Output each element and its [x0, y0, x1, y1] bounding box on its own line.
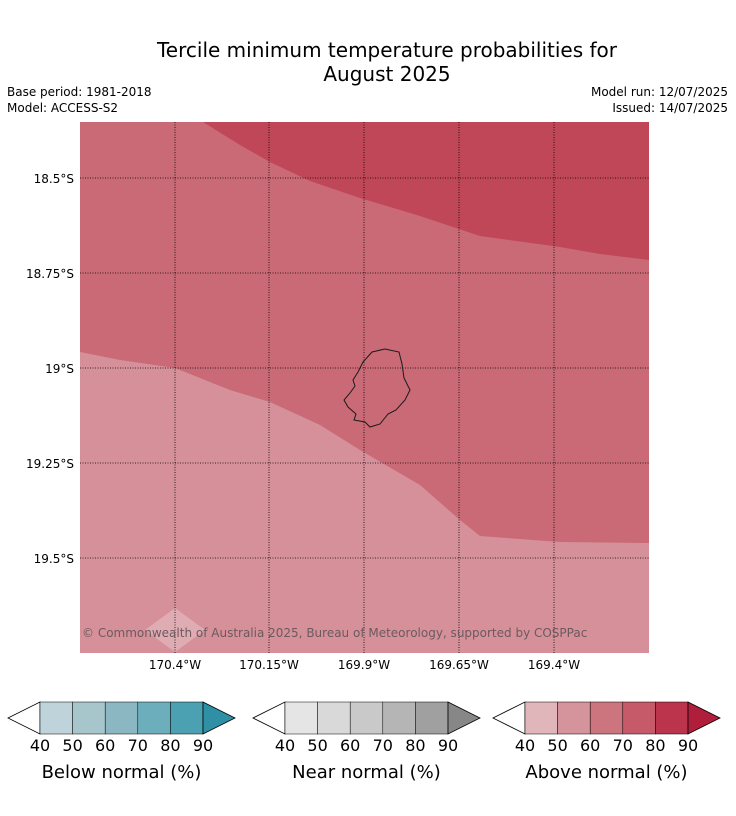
title-line-1: Tercile minimum temperature probabilitie…	[156, 38, 618, 62]
colorbar-near-extend-high	[447, 701, 481, 735]
map-gridlines	[80, 122, 649, 653]
colorbar-below-extend-low	[7, 701, 41, 735]
colorbar-below-tick: 40	[29, 736, 51, 755]
colorbar-below-label: Below normal (%)	[41, 762, 202, 783]
colorbar-above-segment	[524, 701, 558, 735]
colorbar-below-segment	[39, 701, 73, 735]
colorbar-below-tick: 50	[62, 736, 83, 755]
colorbars	[7, 701, 721, 735]
lon-label-169-65: 169.65°W	[429, 658, 489, 672]
colorbar-near-segment	[284, 701, 318, 735]
lon-label-169-9: 169.9°W	[337, 658, 391, 672]
meta-right: Model run: 12/07/2025 Issued: 14/07/2025	[591, 84, 728, 116]
colorbar-above-tick: 70	[612, 736, 633, 755]
issued-text: Issued: 14/07/2025	[612, 101, 728, 115]
lon-label-169-4: 169.4°W	[527, 658, 581, 672]
map-title: Tercile minimum temperature probabilitie…	[0, 38, 736, 86]
colorbar-near-segment	[415, 701, 449, 735]
colorbar-above-tick: 90	[677, 736, 699, 755]
colorbar-below-tick: 60	[95, 736, 116, 755]
colorbar-near-tick: 70	[372, 736, 393, 755]
colorbar-near-label: Near normal (%)	[292, 762, 441, 783]
lon-label-170-4: 170.4°W	[148, 658, 202, 672]
colorbar-below-tick: 90	[192, 736, 214, 755]
lat-label-19-25: 19.25°S	[26, 457, 74, 471]
colorbar-near-segment	[349, 701, 384, 735]
lat-label-18-75: 18.75°S	[26, 267, 74, 281]
colorbar-above-tick: 80	[645, 736, 666, 755]
colorbar-below-segment	[72, 701, 106, 735]
colorbar-above-segment	[622, 701, 656, 735]
colorbar-below-segment	[170, 701, 204, 735]
colorbar-near-tick: 90	[437, 736, 459, 755]
colorbar-above-tick: 50	[547, 736, 568, 755]
colorbar-near-tick: 80	[405, 736, 426, 755]
colorbar-below-segment	[104, 701, 139, 735]
lat-label-18-5: 18.5°S	[33, 172, 74, 186]
colorbar-above-tick: 60	[580, 736, 601, 755]
colorbar-below-tick: 80	[160, 736, 181, 755]
colorbar-near-tick: 50	[307, 736, 328, 755]
lat-label-19-5: 19.5°S	[33, 552, 74, 566]
colorbar-near-tick: 60	[340, 736, 361, 755]
copyright-text: © Commonwealth of Australia 2025, Bureau…	[82, 626, 588, 640]
colorbar-near-extend-low	[252, 701, 286, 735]
colorbar-below-tick: 70	[127, 736, 148, 755]
lat-label-19: 19°S	[45, 362, 74, 376]
colorbar-above-segment	[589, 701, 624, 735]
island-outline	[343, 348, 411, 428]
colorbar-above-segment	[655, 701, 689, 735]
probability-map	[80, 122, 649, 653]
colorbar-above-tick: 40	[514, 736, 536, 755]
colorbar-near-segment	[317, 701, 351, 735]
colorbar-above-segment	[557, 701, 591, 735]
title-line-2: August 2025	[323, 62, 451, 86]
colorbar-near-tick: 40	[274, 736, 296, 755]
colorbar-below-segment	[137, 701, 171, 735]
meta-left: Base period: 1981-2018 Model: ACCESS-S2	[7, 84, 152, 116]
colorbar-above-extend-low	[492, 701, 526, 735]
base-period-text: Base period: 1981-2018	[7, 85, 152, 99]
lon-label-170-15: 170.15°W	[239, 658, 299, 672]
colorbar-above-extend-high	[687, 701, 721, 735]
model-text: Model: ACCESS-S2	[7, 101, 119, 115]
model-run-text: Model run: 12/07/2025	[590, 85, 728, 99]
colorbar-near-segment	[382, 701, 416, 735]
colorbar-above-label: Above normal (%)	[525, 762, 688, 783]
colorbar-below-extend-high	[202, 701, 236, 735]
map-region-above-70-80	[203, 122, 649, 260]
